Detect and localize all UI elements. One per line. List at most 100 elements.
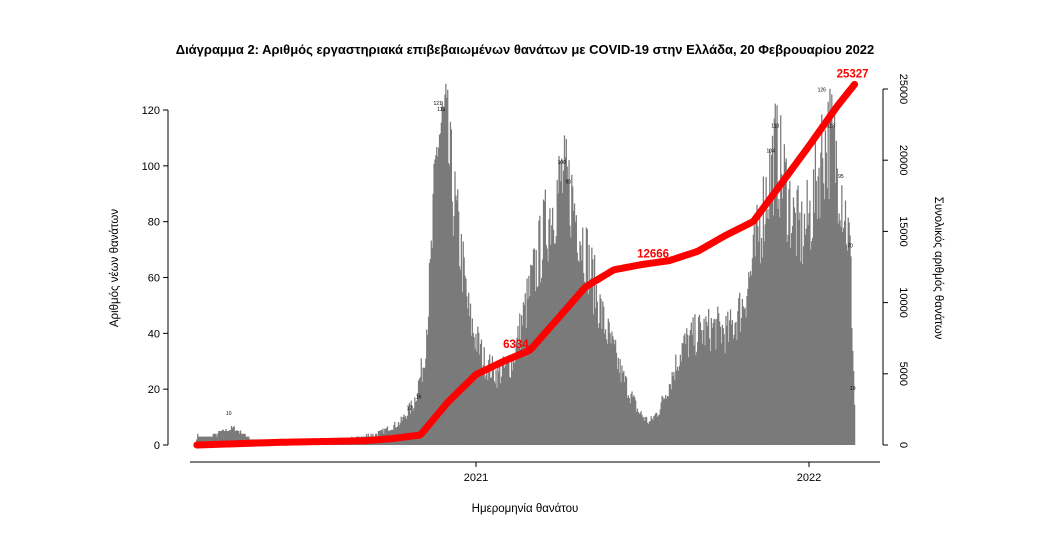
cumulative-value-label: 12666 [637,249,669,261]
bar-value-label: 10 [226,411,232,417]
daily-bar [740,317,743,445]
daily-bar [656,417,659,445]
daily-bar [645,417,648,445]
daily-bar [546,248,548,445]
daily-bar [708,309,710,445]
daily-bar [461,292,463,445]
daily-bar [231,428,234,445]
bar-value-label: 104 [767,149,776,155]
daily-bar [804,234,806,445]
x-axis-label: Ημερομηνία θανάτου [472,503,579,515]
daily-bar [234,431,236,445]
daily-bar [641,415,643,445]
daily-bar [488,359,490,445]
daily-bar [839,220,841,445]
daily-bar [243,433,245,445]
daily-bar [831,94,833,446]
daily-bar [416,393,419,445]
daily-bar [778,198,780,445]
daily-bar [695,355,697,445]
daily-bar [674,380,676,445]
daily-bar [719,326,722,445]
daily-bar [569,225,571,445]
daily-bar [809,200,811,445]
daily-bar [479,354,481,445]
daily-bar [431,247,433,445]
daily-bar [645,416,647,445]
daily-bar [635,400,637,445]
daily-bar [434,159,436,445]
daily-bar [578,262,580,445]
daily-bar [531,265,533,445]
daily-bar [493,381,495,445]
daily-bar [655,413,657,445]
daily-bar [484,378,486,445]
daily-bar [570,237,572,445]
daily-bar [657,415,660,445]
daily-bar [210,436,213,446]
daily-bar [494,383,496,445]
daily-bar [505,358,507,445]
daily-bar [534,291,536,445]
daily-bar [793,207,796,445]
daily-bar [853,404,856,445]
daily-bar [531,265,534,445]
y-tick-label: 120 [142,105,160,117]
daily-bar [760,263,762,445]
daily-bar [579,241,581,445]
daily-bar [239,433,241,445]
daily-bar [836,168,838,445]
daily-bar [737,311,739,445]
y2-tick-label: 15000 [897,216,909,247]
daily-bar [603,306,605,445]
daily-bar [659,409,661,445]
daily-bar [736,339,738,445]
daily-bar [789,180,791,445]
daily-bar [216,436,218,446]
daily-bar [744,307,746,445]
daily-bar [427,334,429,445]
daily-bar [668,384,671,445]
daily-bar [824,130,827,445]
daily-bar [572,186,574,445]
daily-bar [417,380,420,445]
daily-bar [683,335,685,445]
cumulative-line [193,80,859,449]
daily-bar [441,101,443,446]
y2-tick-label: 20000 [897,145,909,176]
daily-bar [401,420,403,445]
daily-bar [706,322,708,445]
daily-bar [421,381,423,445]
daily-bar [500,383,502,445]
daily-bar [742,306,744,445]
daily-bar [198,436,201,446]
daily-bar [208,436,211,446]
daily-bar [749,271,752,445]
daily-bar [833,127,835,445]
daily-bar [511,370,514,445]
daily-bar [586,229,588,445]
daily-bar [664,398,666,445]
daily-bar [543,201,546,445]
daily-bar [230,426,233,445]
daily-bar [715,349,717,445]
daily-bar [435,155,437,445]
daily-bar [406,419,408,445]
daily-bar [497,366,499,445]
daily-bar [476,351,478,445]
daily-bar [651,418,653,445]
daily-bar [612,336,614,445]
daily-bar [758,241,760,445]
y-tick-label: 20 [148,384,160,396]
daily-bar [718,313,720,445]
y-tick-label: 100 [142,161,160,173]
daily-bar [541,259,544,445]
daily-bar [832,125,834,446]
y-tick-label: 40 [148,328,160,340]
daily-bar [766,218,768,445]
daily-bar [770,193,772,445]
daily-bar [439,133,442,445]
daily-bar [646,422,649,445]
daily-bar [627,395,629,445]
